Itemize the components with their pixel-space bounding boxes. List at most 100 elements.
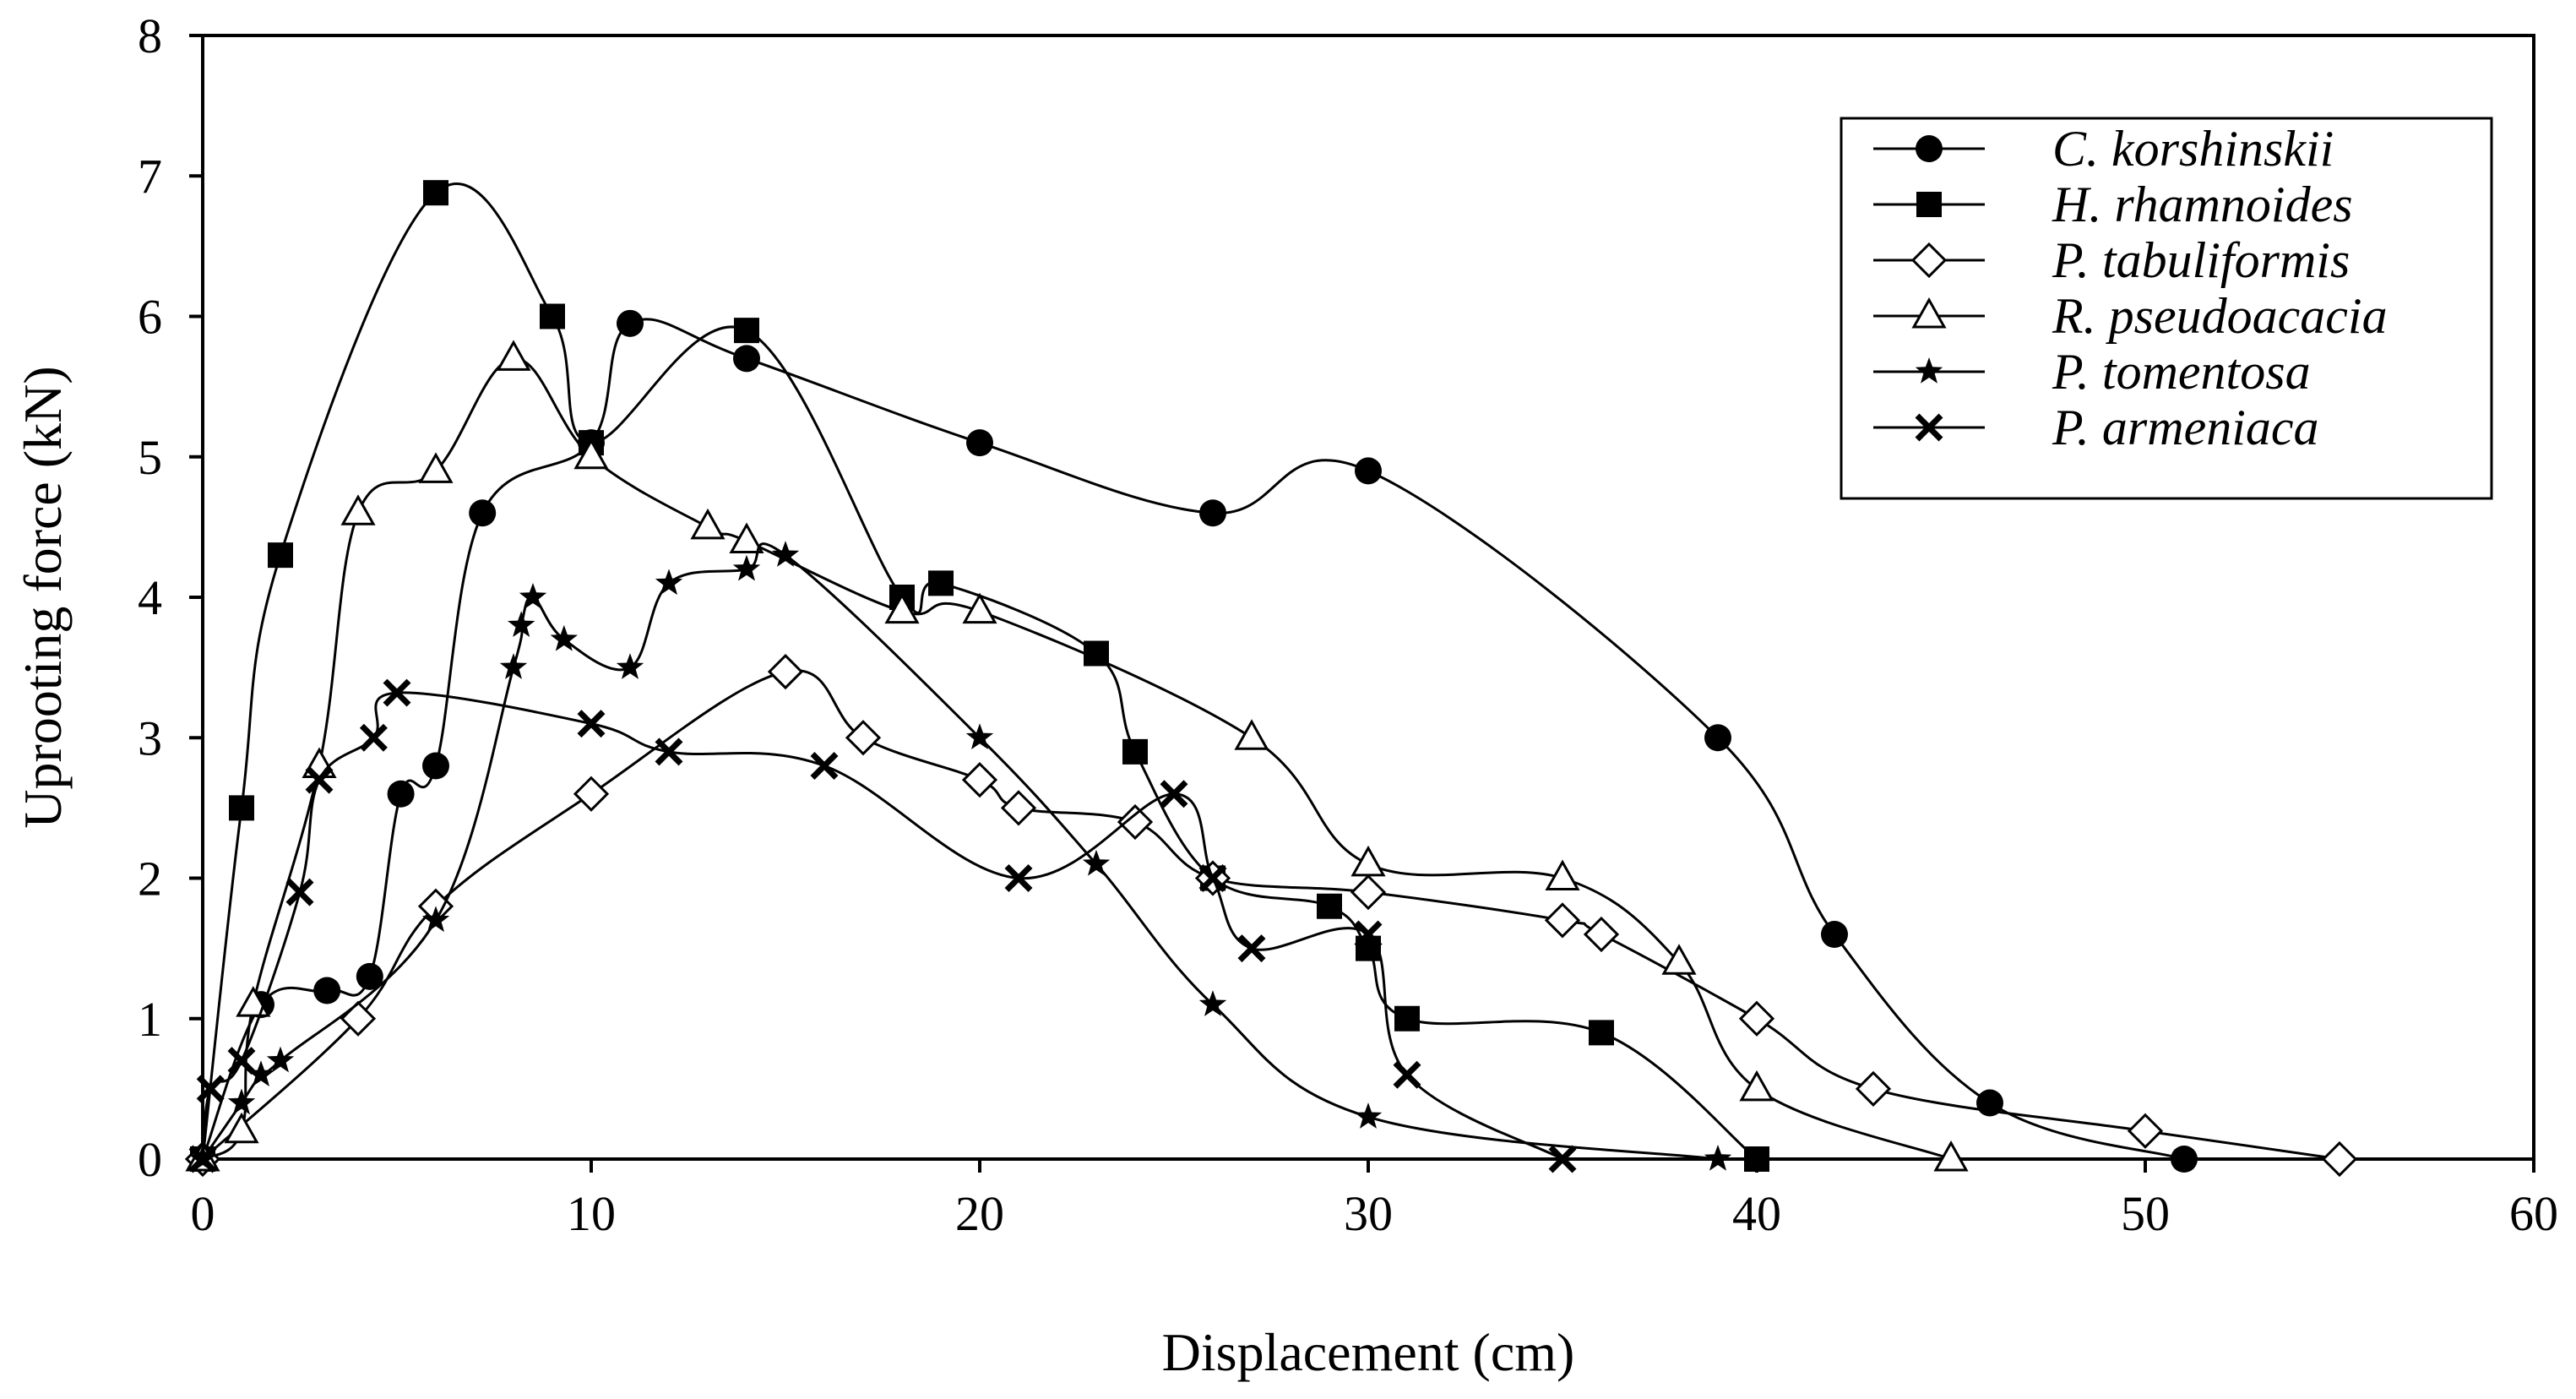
data-point-h-rhamnoides: [229, 795, 254, 821]
legend-label: P. tabuliformis: [2052, 232, 2350, 288]
data-point-c-korshinskii: [422, 752, 449, 780]
x-tick-label: 60: [2509, 1186, 2558, 1241]
legend-marker: [1915, 357, 1943, 384]
data-point-c-korshinskii: [1821, 921, 1848, 948]
y-tick-label: 1: [138, 992, 162, 1047]
legend-marker: [1910, 242, 1948, 279]
legend-label: C. korshinskii: [2052, 121, 2334, 177]
data-point-r-pseudoacacia: [1350, 845, 1386, 877]
data-point-p-tabuliformis: [1000, 790, 1037, 826]
data-point-p-armeniaca-stroke: [1004, 864, 1033, 892]
data-point-p-armeniaca-stroke: [383, 678, 411, 707]
series-line-p-tabuliformis: [201, 669, 2340, 1161]
data-point-p-armeniaca-stroke: [1548, 1145, 1577, 1173]
legend-entry: P. tabuliformis: [1873, 232, 2350, 288]
data-point-c-korshinskii: [733, 345, 760, 373]
data-point-c-korshinskii: [469, 499, 497, 527]
legend-label: H. rhamnoides: [2052, 177, 2353, 232]
series-line-h-rhamnoides: [201, 182, 1758, 1161]
data-point-h-rhamnoides: [1394, 1005, 1420, 1032]
data-point-r-pseudoacacia: [729, 522, 764, 553]
data-point-p-tomentosa: [616, 653, 644, 679]
data-point-h-rhamnoides: [1744, 1146, 1769, 1172]
x-tick-label: 50: [2121, 1186, 2170, 1241]
legend-label: R. pseudoacacia: [2052, 288, 2388, 344]
data-point-p-armeniaca: [196, 1075, 225, 1103]
data-point-p-tabuliformis: [2127, 1113, 2164, 1149]
y-tick-label: 0: [138, 1132, 162, 1187]
x-axis-title: Displacement (cm): [1162, 1322, 1575, 1382]
x-tick-label: 30: [1344, 1186, 1393, 1241]
data-point-h-rhamnoides: [928, 570, 954, 596]
data-point-p-armeniaca-stroke: [305, 765, 334, 794]
data-point-p-armeniaca: [1354, 920, 1383, 949]
data-point-p-tomentosa: [508, 611, 535, 637]
data-point-p-tomentosa: [266, 1046, 295, 1073]
data-point-p-armeniaca: [1393, 1060, 1421, 1089]
data-point-c-korshinskii: [1355, 457, 1382, 485]
x-tick-label: 10: [567, 1186, 616, 1241]
data-point-p-tabuliformis: [1117, 803, 1154, 841]
y-axis: 0 1 2 3 4 5 6 7 8: [138, 8, 203, 1187]
data-point-r-pseudoacacia: [884, 592, 920, 624]
y-tick-label: 4: [138, 570, 162, 625]
legend-marker-stroke: [1915, 413, 1943, 442]
data-point-p-tabuliformis: [767, 653, 804, 690]
x-tick-label: 20: [955, 1186, 1004, 1241]
data-point-p-armeniaca-stroke: [359, 723, 388, 752]
data-point-h-rhamnoides: [423, 180, 448, 206]
legend-entry: P. tomentosa: [1873, 344, 2311, 400]
data-point-p-armeniaca-stroke: [1354, 920, 1383, 949]
data-point-r-pseudoacacia: [1545, 859, 1580, 890]
data-point-p-tomentosa: [421, 906, 450, 933]
data-point-p-tomentosa: [519, 583, 547, 609]
data-point-r-pseudoacacia: [573, 438, 609, 470]
data-point-p-armeniaca-stroke: [1160, 780, 1188, 808]
data-point-c-korshinskii: [313, 977, 341, 1004]
data-point-c-korshinskii: [2171, 1146, 2198, 1173]
data-point-p-tabuliformis: [845, 720, 882, 756]
x-tick-label: 40: [1732, 1186, 1781, 1241]
data-point-h-rhamnoides: [1317, 893, 1342, 919]
legend-marker: [1916, 135, 1943, 162]
data-point-p-armeniaca-stroke: [655, 738, 683, 766]
data-point-p-tabuliformis: [1350, 874, 1387, 911]
legend-marker: [1915, 413, 1943, 442]
data-point-p-tabuliformis: [1855, 1070, 1892, 1107]
data-point-r-pseudoacacia: [962, 592, 997, 624]
data-point-c-korshinskii: [966, 429, 993, 457]
data-point-c-korshinskii: [1199, 499, 1226, 527]
data-point-r-pseudoacacia: [1739, 1070, 1774, 1102]
data-point-p-armeniaca-stroke: [285, 878, 314, 906]
legend-entry: P. armeniaca: [1873, 400, 2319, 455]
data-point-p-tabuliformis: [2321, 1140, 2358, 1178]
data-point-r-pseudoacacia: [1234, 719, 1269, 750]
data-point-p-tomentosa: [247, 1060, 275, 1086]
data-point-p-armeniaca-stroke: [1237, 934, 1266, 963]
data-point-p-armeniaca: [1160, 780, 1188, 808]
series-line-p-tomentosa: [201, 542, 1719, 1161]
legend-box: [1840, 117, 2493, 500]
data-point-p-armeniaca-stroke: [227, 1047, 256, 1075]
legend-marker: [1911, 297, 1947, 329]
data-point-p-tomentosa: [1354, 1102, 1383, 1129]
data-point-r-pseudoacacia: [1661, 944, 1697, 975]
data-point-r-pseudoacacia: [1933, 1140, 1969, 1172]
data-point-p-armeniaca: [285, 878, 314, 906]
data-point-c-korshinskii: [387, 780, 415, 808]
data-point-p-tomentosa: [1198, 990, 1227, 1016]
data-point-p-armeniaca: [810, 752, 839, 780]
x-tick-label: 0: [191, 1186, 215, 1241]
data-point-p-armeniaca: [1237, 934, 1266, 963]
series-h-rhamnoides: [190, 180, 1769, 1172]
data-point-p-tomentosa: [550, 624, 578, 651]
y-tick-label: 7: [138, 149, 162, 204]
data-point-p-tabuliformis: [573, 776, 610, 812]
data-point-p-tabuliformis: [1738, 1000, 1775, 1037]
data-point-p-tomentosa: [965, 723, 994, 749]
data-point-r-pseudoacacia: [496, 340, 531, 371]
data-point-p-tomentosa: [732, 554, 761, 581]
legend-entry: R. pseudoacacia: [1873, 288, 2388, 344]
